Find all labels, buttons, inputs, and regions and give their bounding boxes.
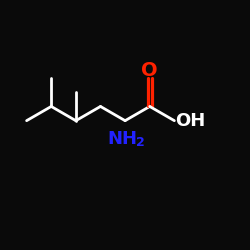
Text: NH: NH: [108, 130, 138, 148]
Text: OH: OH: [176, 112, 206, 130]
Text: O: O: [142, 60, 158, 80]
Text: 2: 2: [136, 136, 144, 149]
